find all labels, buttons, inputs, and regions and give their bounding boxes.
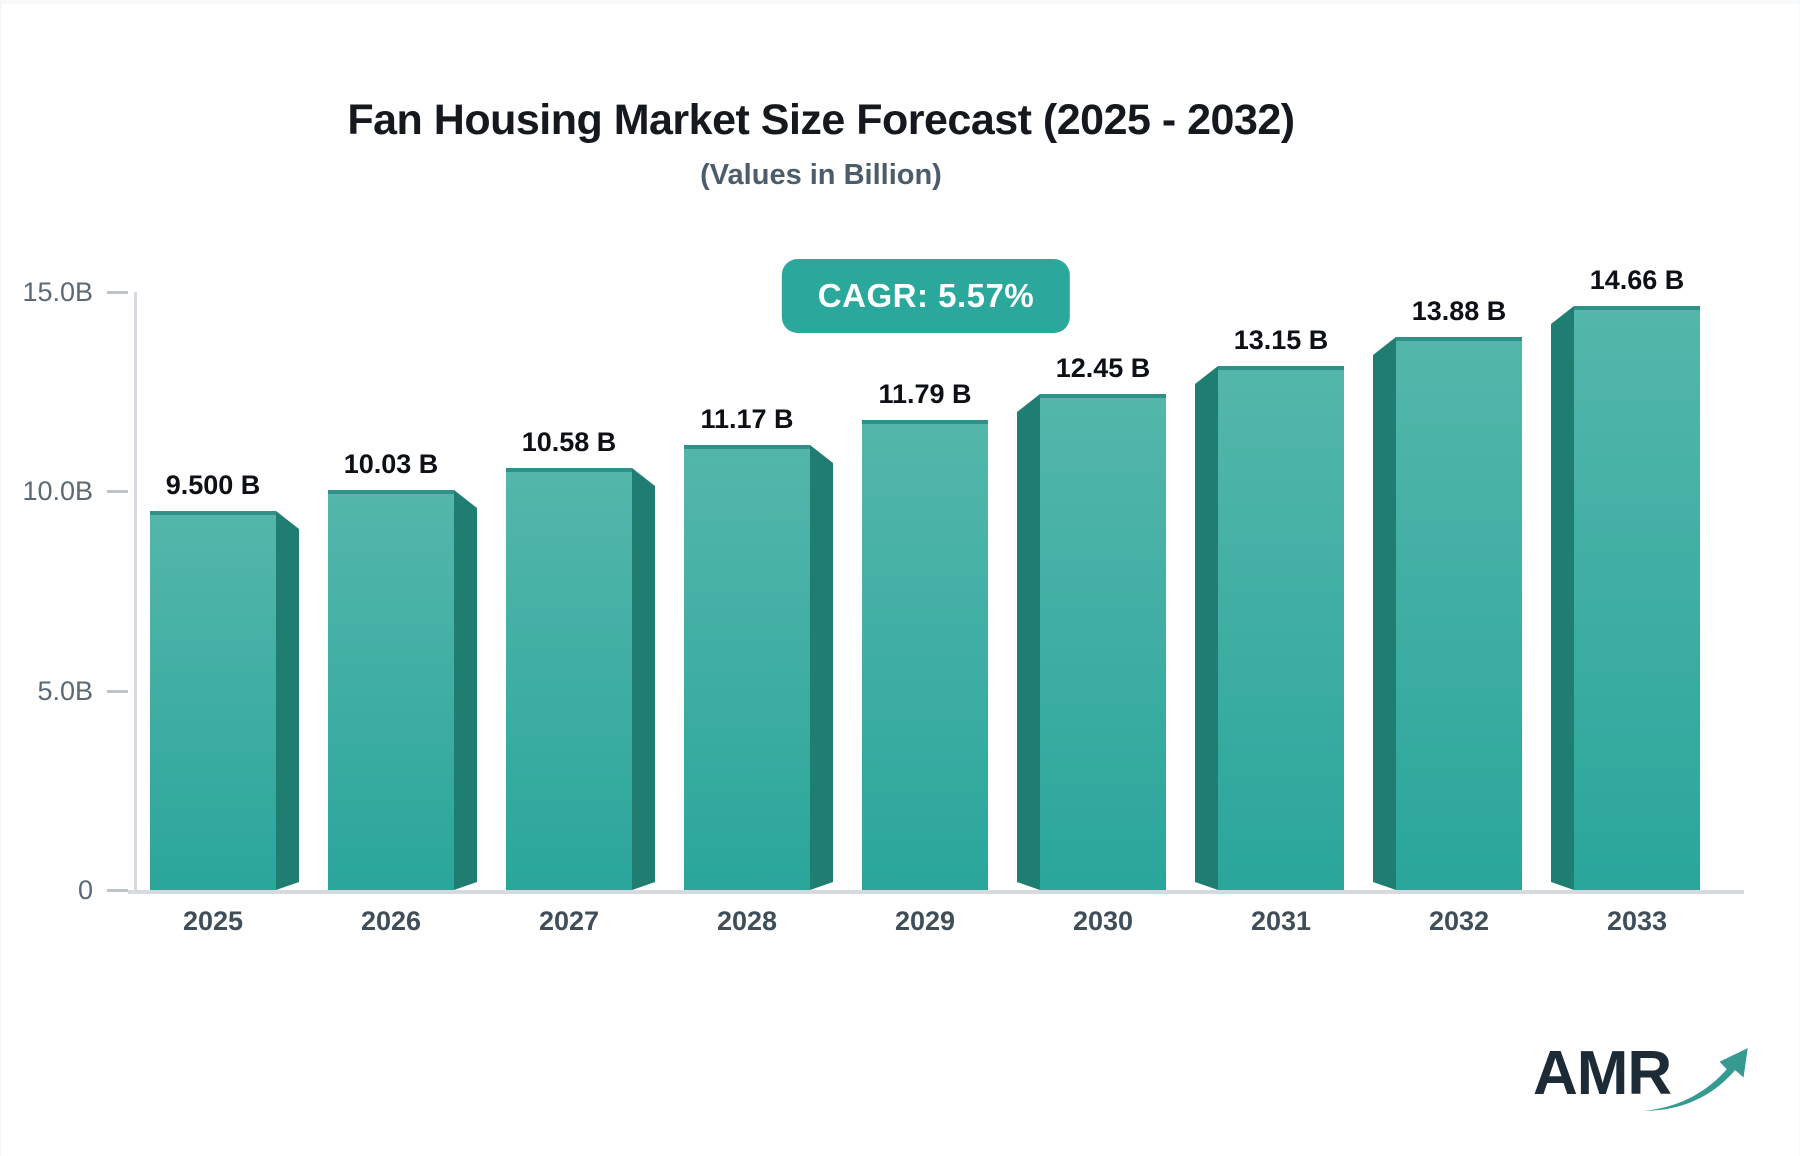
x-axis-label: 2026 — [360, 906, 422, 936]
y-axis-tick — [107, 291, 128, 294]
bar-side-3d — [1017, 394, 1040, 890]
y-axis-tick — [107, 490, 128, 493]
bar-value-label: 10.58 B — [521, 427, 617, 457]
bar-value-label: 9.500 B — [165, 470, 261, 500]
bar-2030 — [1040, 394, 1166, 890]
y-axis-tick-label: 15.0B — [22, 277, 93, 307]
amr-logo-text: AMR — [1533, 1039, 1672, 1108]
bar-side-3d — [1373, 337, 1396, 890]
x-axis-label: 2033 — [1606, 906, 1668, 936]
y-axis-tick-label: 10.0B — [22, 476, 93, 506]
bar-2029 — [862, 420, 988, 890]
x-axis-label: 2025 — [182, 906, 244, 936]
bar-2031 — [1218, 366, 1344, 890]
x-axis-label: 2029 — [894, 906, 956, 936]
bar-2026 — [328, 490, 454, 890]
x-axis-label: 2030 — [1072, 906, 1134, 936]
bar-side-3d — [276, 511, 299, 890]
page-title: Fan Housing Market Size Forecast (2025 -… — [347, 96, 1295, 144]
bar-side-3d — [632, 468, 655, 890]
bar-value-label: 11.17 B — [700, 404, 794, 434]
y-axis-tick-label: 0 — [77, 875, 93, 905]
amr-logo: AMR — [1533, 1039, 1783, 1124]
bar-value-label: 10.03 B — [343, 449, 439, 479]
x-axis-line — [128, 890, 1744, 894]
bar-side-3d — [454, 490, 477, 890]
bar-value-label: 13.15 B — [1233, 325, 1329, 355]
bar-2025 — [150, 511, 276, 890]
bar-2027 — [506, 468, 632, 890]
x-axis-label: 2028 — [716, 906, 778, 936]
chart-area: 15.0B 10.0B 5.0B 0 9.500 B 2025 10.03 B 2026 10.… — [1, 4, 1799, 1156]
cagr-badge: CAGR: 5.57% — [781, 259, 1071, 333]
bar-value-label: 14.66 B — [1589, 265, 1685, 295]
y-axis-tick-label: 5.0B — [37, 676, 93, 706]
bar-value-label: 13.88 B — [1411, 296, 1507, 326]
bar-side-3d — [1551, 306, 1574, 890]
chart-header: Fan Housing Market Size Forecast (2025 -… — [1, 96, 1641, 192]
bar-2032 — [1396, 337, 1522, 890]
x-axis-label: 2031 — [1250, 906, 1312, 936]
x-axis-label: 2032 — [1428, 906, 1490, 936]
x-axis-label: 2027 — [538, 906, 600, 936]
bar-value-label: 12.45 B — [1055, 353, 1151, 383]
bar-2033 — [1574, 306, 1700, 890]
page-subtitle: (Values in Billion) — [700, 159, 942, 191]
bar-value-label: 11.79 B — [878, 379, 972, 409]
bar-side-3d — [810, 445, 833, 890]
y-axis-tick — [107, 690, 128, 693]
growth-arrow-icon — [1643, 1048, 1748, 1111]
bar-side-3d — [1195, 366, 1218, 890]
y-axis-tick — [107, 889, 128, 892]
bar-2028 — [684, 445, 810, 890]
y-axis-line — [134, 292, 137, 892]
